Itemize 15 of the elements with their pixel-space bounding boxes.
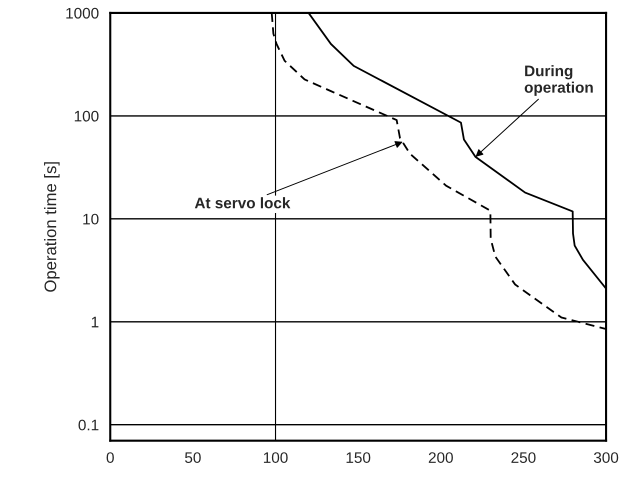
- x-tick-label: 300: [594, 452, 618, 464]
- y-axis-title: Operation time [s]: [44, 162, 60, 292]
- x-tick-label: 250: [511, 452, 536, 464]
- y-tick-label: 10: [83, 214, 99, 225]
- x-tick-label: 100: [264, 452, 288, 464]
- y-tick-label: 100: [74, 110, 99, 122]
- annotation: During operation: [524, 65, 593, 96]
- x-tick-label: 150: [346, 452, 370, 464]
- y-tick-label: 1: [92, 316, 98, 328]
- y-tick-label: 1000: [66, 8, 99, 19]
- x-tick-label: 200: [428, 452, 453, 464]
- x-tick-label: 50: [185, 452, 201, 464]
- annotation: At servo lock: [194, 197, 290, 208]
- y-tick-label: 0.1: [78, 420, 98, 430]
- x-tick-label: 0: [106, 452, 114, 464]
